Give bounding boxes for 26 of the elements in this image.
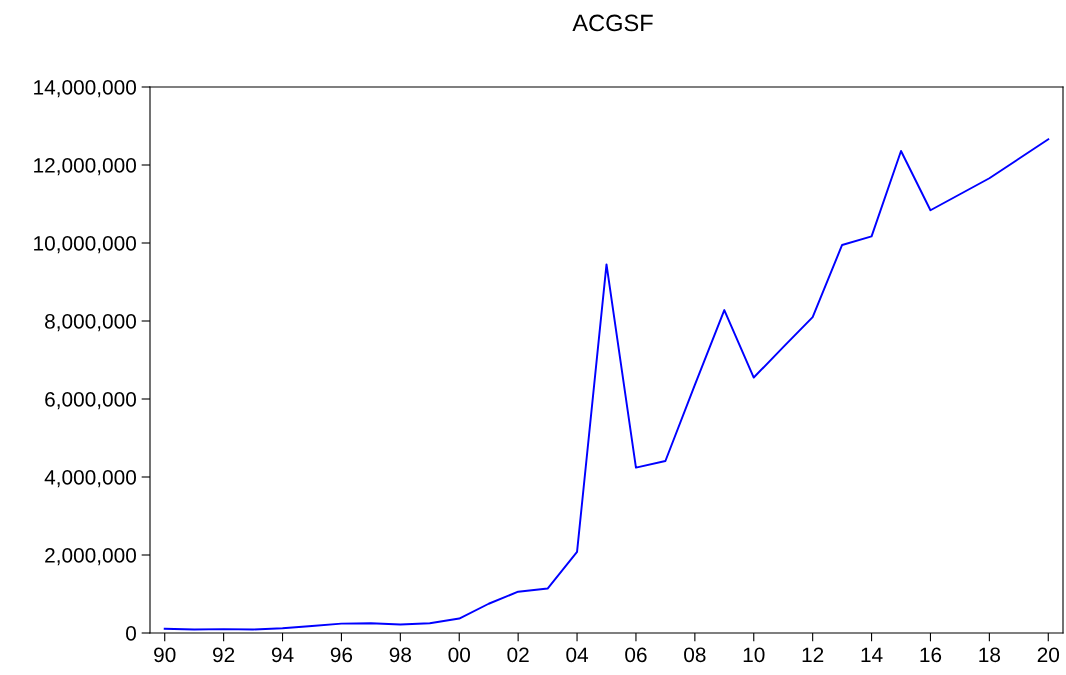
y-tick-label: 14,000,000 (34, 80, 136, 98)
y-tick-label: 10,000,000 (34, 236, 136, 254)
x-tick-label: 96 (330, 647, 353, 663)
x-tick-label: 16 (920, 647, 942, 663)
y-tick-label: 2,000,000 (45, 548, 136, 566)
y-tick-label: 0 (126, 626, 136, 641)
x-tick-label: 20 (1037, 647, 1060, 663)
x-tick-label: 06 (625, 647, 647, 663)
y-tick-label: 4,000,000 (44, 470, 136, 488)
y-tick-label: 6,000,000 (45, 392, 136, 410)
y-tick-label: 12,000,000 (34, 158, 136, 176)
x-tick-label: 94 (271, 647, 294, 663)
x-tick-label: 12 (802, 647, 824, 662)
x-tick-label: 08 (684, 647, 706, 663)
x-tick-label: 18 (979, 647, 1001, 663)
x-tick-label: 14 (861, 647, 883, 662)
x-tick-label: 04 (566, 647, 589, 663)
chart-title: ACGSF (572, 14, 653, 32)
x-tick-label: 98 (389, 647, 412, 663)
x-tick-label: 92 (213, 647, 235, 663)
x-tick-label: 00 (448, 647, 471, 663)
x-tick-label: 10 (743, 647, 765, 663)
x-tick-label: 02 (507, 647, 529, 663)
x-tick-label: 90 (154, 647, 176, 663)
y-tick-label: 8,000,000 (45, 314, 136, 332)
line-series (163, 138, 1050, 631)
